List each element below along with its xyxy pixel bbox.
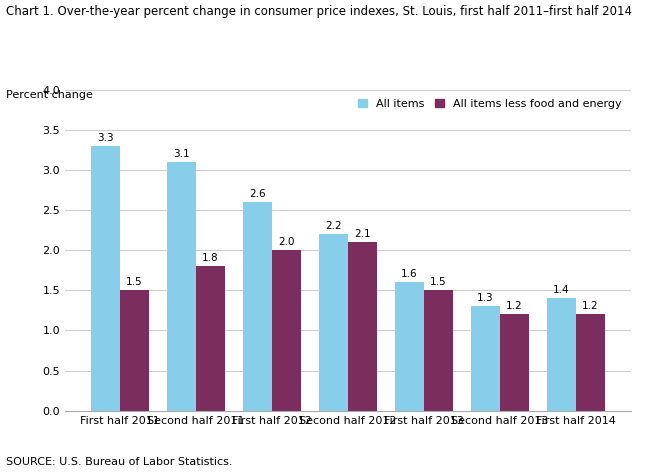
- Bar: [395, 282, 424, 411]
- Bar: [120, 290, 148, 411]
- Bar: [167, 162, 196, 411]
- Text: 1.8: 1.8: [202, 253, 218, 263]
- Text: 1.4: 1.4: [553, 285, 570, 295]
- Text: 1.2: 1.2: [506, 301, 523, 311]
- Bar: [576, 314, 604, 411]
- Bar: [348, 242, 376, 411]
- Text: 2.2: 2.2: [325, 221, 342, 231]
- Bar: [471, 306, 500, 411]
- Text: 2.6: 2.6: [249, 189, 266, 199]
- Bar: [272, 250, 300, 411]
- Text: 3.1: 3.1: [173, 149, 190, 159]
- Bar: [500, 314, 528, 411]
- Text: 1.6: 1.6: [401, 269, 418, 279]
- Text: SOURCE: U.S. Bureau of Labor Statistics.: SOURCE: U.S. Bureau of Labor Statistics.: [6, 457, 233, 467]
- Text: Chart 1. Over-the-year percent change in consumer price indexes, St. Louis, firs: Chart 1. Over-the-year percent change in…: [6, 5, 632, 18]
- Legend: All items, All items less food and energy: All items, All items less food and energ…: [355, 95, 625, 112]
- Text: 1.3: 1.3: [477, 293, 494, 303]
- Text: 1.2: 1.2: [582, 301, 599, 311]
- Bar: [243, 202, 272, 411]
- Bar: [319, 234, 348, 411]
- Text: 2.0: 2.0: [278, 237, 294, 247]
- Text: Percent change: Percent change: [6, 90, 94, 100]
- Text: 2.1: 2.1: [354, 229, 370, 239]
- Text: 3.3: 3.3: [97, 133, 114, 143]
- Bar: [196, 266, 224, 411]
- Bar: [547, 298, 576, 411]
- Text: 1.5: 1.5: [125, 277, 142, 287]
- Text: 1.5: 1.5: [430, 277, 447, 287]
- Bar: [424, 290, 452, 411]
- Bar: [91, 146, 120, 411]
